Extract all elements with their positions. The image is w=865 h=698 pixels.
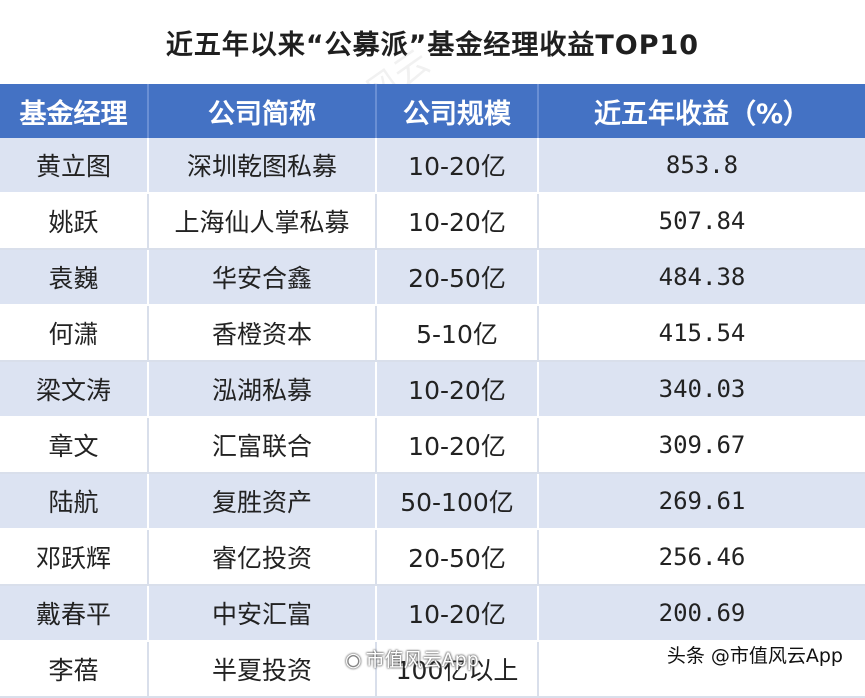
cell-company: 深圳乾图私募 bbox=[148, 138, 377, 194]
cell-company: 中安汇富 bbox=[148, 585, 377, 642]
cell-manager: 李蓓 bbox=[0, 641, 149, 698]
table-title: 近五年以来“公募派”基金经理收益TOP10 bbox=[165, 29, 700, 61]
cell-scale: 10-20亿 bbox=[376, 585, 539, 642]
cell-return: 507.84 bbox=[538, 193, 865, 250]
column-header-manager: 基金经理 bbox=[0, 84, 149, 138]
cell-manager: 袁巍 bbox=[0, 249, 149, 306]
cell-scale: 10-20亿 bbox=[376, 361, 539, 418]
cell-scale: 10-20亿 bbox=[376, 138, 539, 194]
toutiao-watermark: 头条 @市值风云App bbox=[666, 645, 843, 667]
cell-company: 上海仙人掌私募 bbox=[148, 193, 377, 250]
cell-scale: 10-20亿 bbox=[376, 417, 539, 474]
cell-manager: 姚跃 bbox=[0, 193, 149, 250]
cell-manager: 陆航 bbox=[0, 473, 149, 530]
fund-manager-table: 基金经理 公司简称 公司规模 近五年收益（%） 黄立图 深圳乾图私募 10-20… bbox=[0, 84, 865, 698]
cell-scale: 20-50亿 bbox=[376, 249, 539, 306]
table-row: 何潇 香橙资本 5-10亿 415.54 bbox=[0, 305, 865, 362]
cell-company: 复胜资产 bbox=[148, 473, 377, 530]
cell-return: 340.03 bbox=[538, 361, 865, 418]
table-row: 章文 汇富联合 10-20亿 309.67 bbox=[0, 417, 865, 474]
table-row: 陆航 复胜资产 50-100亿 269.61 bbox=[0, 473, 865, 530]
table-row: 邓跃辉 睿亿投资 20-50亿 256.46 bbox=[0, 529, 865, 586]
cell-return: 415.54 bbox=[538, 305, 865, 362]
weibo-watermark: ◉ 市值风云App bbox=[345, 645, 479, 672]
cell-return: 309.67 bbox=[538, 417, 865, 474]
table-header-row: 基金经理 公司简称 公司规模 近五年收益（%） bbox=[0, 84, 865, 138]
cell-company: 华安合鑫 bbox=[148, 249, 377, 306]
cell-manager: 黄立图 bbox=[0, 138, 149, 194]
cell-manager: 梁文涛 bbox=[0, 361, 149, 418]
cell-return: 200.69 bbox=[538, 585, 865, 642]
table-row: 袁巍 华安合鑫 20-50亿 484.38 bbox=[0, 249, 865, 306]
cell-scale: 20-50亿 bbox=[376, 529, 539, 586]
cell-scale: 10-20亿 bbox=[376, 193, 539, 250]
weibo-icon: ◉ bbox=[345, 649, 362, 671]
table-row: 姚跃 上海仙人掌私募 10-20亿 507.84 bbox=[0, 193, 865, 250]
cell-scale: 50-100亿 bbox=[376, 473, 539, 530]
cell-return: 853.8 bbox=[538, 138, 865, 194]
table-row: 梁文涛 泓湖私募 10-20亿 340.03 bbox=[0, 361, 865, 418]
cell-company: 半夏投资 bbox=[148, 641, 377, 698]
cell-company: 汇富联合 bbox=[148, 417, 377, 474]
cell-company: 香橙资本 bbox=[148, 305, 377, 362]
cell-manager: 何潇 bbox=[0, 305, 149, 362]
cell-return: 256.46 bbox=[538, 529, 865, 586]
cell-return: 269.61 bbox=[538, 473, 865, 530]
column-header-scale: 公司规模 bbox=[376, 84, 539, 138]
table-row: 黄立图 深圳乾图私募 10-20亿 853.8 bbox=[0, 138, 865, 194]
cell-company: 泓湖私募 bbox=[148, 361, 377, 418]
column-header-return: 近五年收益（%） bbox=[538, 84, 865, 138]
column-header-company: 公司简称 bbox=[148, 84, 377, 138]
table-row: 戴春平 中安汇富 10-20亿 200.69 bbox=[0, 585, 865, 642]
cell-company: 睿亿投资 bbox=[148, 529, 377, 586]
cell-manager: 戴春平 bbox=[0, 585, 149, 642]
cell-return: 484.38 bbox=[538, 249, 865, 306]
cell-manager: 邓跃辉 bbox=[0, 529, 149, 586]
weibo-watermark-text: 市值风云App bbox=[365, 649, 479, 671]
cell-manager: 章文 bbox=[0, 417, 149, 474]
cell-scale: 5-10亿 bbox=[376, 305, 539, 362]
